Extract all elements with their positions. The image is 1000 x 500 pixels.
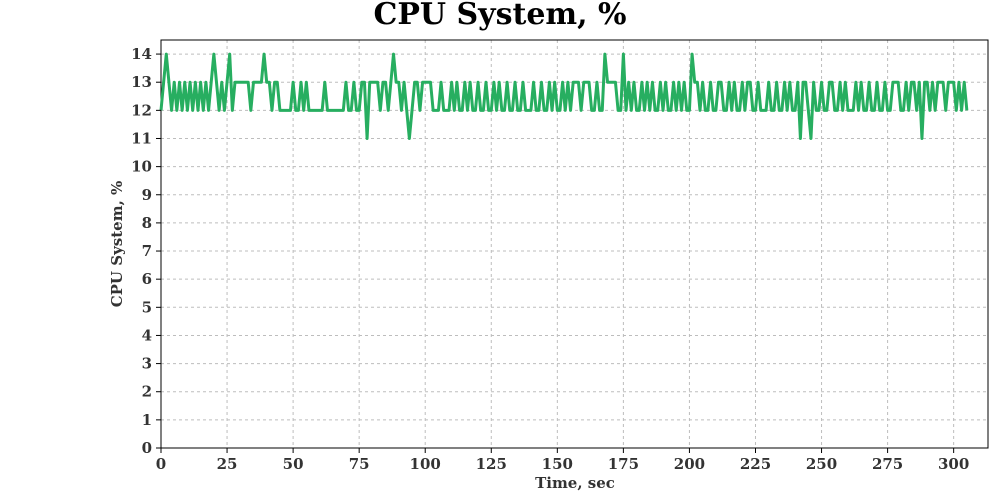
y-axis-label: CPU System, % (108, 181, 126, 308)
y-tick-label: 12 (131, 101, 152, 119)
x-tick-label: 225 (740, 455, 771, 473)
series-line-0 (159, 52, 969, 140)
x-tick-label: 75 (349, 455, 370, 473)
y-tick-label: 5 (142, 298, 152, 316)
y-tick-label: 8 (142, 214, 152, 232)
y-tick-label: 11 (131, 129, 152, 147)
x-tick-label: 300 (938, 455, 969, 473)
plot-area (160, 39, 989, 449)
series-layer (159, 52, 969, 140)
y-tick-label: 7 (142, 242, 152, 260)
y-tick-label: 3 (142, 355, 152, 373)
x-tick-label: 150 (542, 455, 573, 473)
y-tick-label: 2 (142, 383, 152, 401)
x-axis: 0 25 50 75 100 125 150 175 200 225 250 275 300 (156, 448, 969, 473)
x-tick-label: 50 (283, 455, 304, 473)
y-tick-label: 0 (142, 439, 152, 457)
chart-title: CPU System, % (373, 0, 626, 32)
y-tick-label: 1 (142, 411, 152, 429)
y-tick-label: 9 (142, 186, 152, 204)
x-tick-label: 275 (872, 455, 903, 473)
y-tick-label: 6 (142, 270, 152, 288)
y-tick-label: 14 (131, 45, 152, 63)
x-tick-label: 175 (608, 455, 639, 473)
y-tick-label: 4 (142, 326, 152, 344)
y-tick-label: 13 (131, 73, 152, 91)
x-tick-label: 250 (806, 455, 837, 473)
x-tick-label: 100 (410, 455, 441, 473)
x-tick-label: 25 (217, 455, 238, 473)
x-tick-label: 125 (476, 455, 507, 473)
x-tick-label: 0 (156, 455, 166, 473)
x-axis-label: Time, sec (535, 474, 615, 492)
x-tick-label: 200 (674, 455, 705, 473)
y-tick-label: 10 (131, 158, 152, 176)
